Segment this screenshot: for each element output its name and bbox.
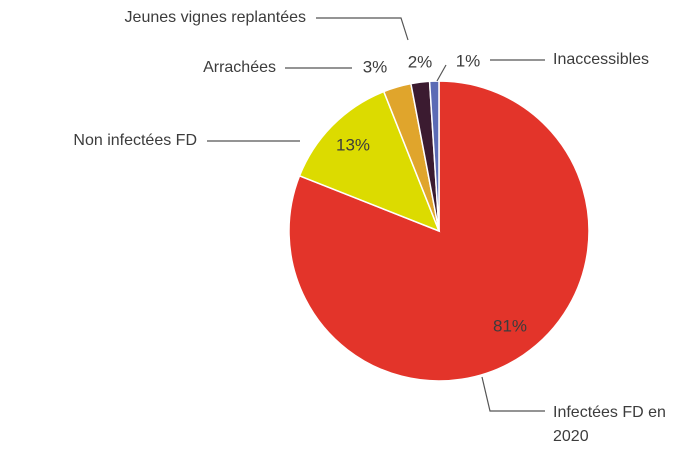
category-label: Non infectées FD [73, 132, 197, 149]
leader-line [436, 64, 447, 82]
category-label: Arrachées [203, 59, 276, 76]
leader-line [316, 17, 409, 41]
pie-slice [428, 80, 440, 232]
leader-line [481, 376, 545, 412]
pie-slice [298, 90, 441, 233]
value-label: 13% [336, 135, 370, 154]
value-label: 3% [363, 57, 388, 76]
category-label: Inaccessibles [553, 51, 649, 68]
value-label: 81% [493, 316, 527, 335]
value-label: 1% [456, 51, 481, 70]
value-label: 2% [408, 52, 433, 71]
category-label: Jeunes vignes replantées [125, 9, 306, 26]
category-label: Infectées FD en 2020 [553, 404, 666, 445]
